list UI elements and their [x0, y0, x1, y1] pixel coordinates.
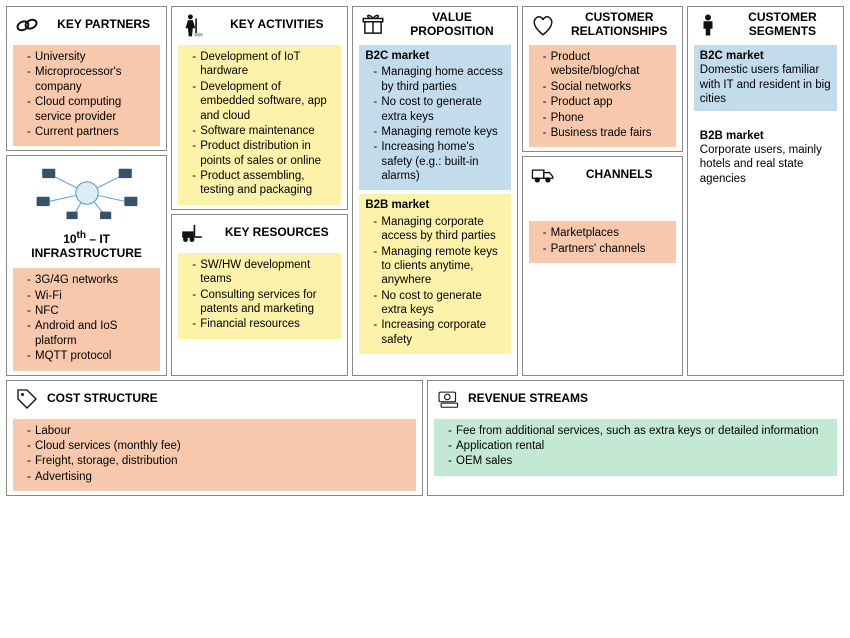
list-item: NFC — [27, 304, 154, 318]
business-model-canvas: KEY PARTNERS UniversityMicroprocessor's … — [6, 6, 844, 496]
network-icon — [13, 158, 160, 228]
list-item: Marketplaces — [543, 226, 670, 240]
list-item: Business trade fairs — [543, 126, 670, 140]
list-item: Managing corporate access by third parti… — [373, 215, 504, 244]
value-proposition-block: VALUE PROPOSITION B2C market Managing ho… — [352, 6, 517, 376]
list-item: Managing home access by third parties — [373, 65, 504, 94]
cs-b2c-label: B2C market — [700, 49, 831, 63]
list-item: Managing remote keys — [373, 125, 504, 139]
list-item: Phone — [543, 111, 670, 125]
list-item: 3G/4G networks — [27, 273, 154, 287]
list-item: Application rental — [448, 439, 831, 453]
list-item: Product app — [543, 95, 670, 109]
cs-b2b: B2B market Corporate users, mainly hotel… — [694, 125, 837, 191]
list-item: Labour — [27, 424, 410, 438]
channels-list: Marketplaces Partners' channels — [529, 221, 676, 263]
list-item: Freight, storage, distribution — [27, 454, 410, 468]
channels-title: CHANNELS — [563, 168, 676, 182]
list-item: Product assembling, testing and packagin… — [192, 169, 335, 198]
vp-b2b: B2B market Managing corporate access by … — [359, 194, 510, 354]
revenue-streams-block: REVENUE STREAMS Fee from additional serv… — [427, 380, 844, 497]
customer-segments-block: CUSTOMER SEGMENTS B2C market Domestic us… — [687, 6, 844, 376]
customer-relationships-block: CUSTOMER RELATIONSHIPS Product website/b… — [522, 6, 683, 152]
forklift-icon — [178, 219, 206, 247]
key-resources-title: KEY RESOURCES — [212, 226, 341, 240]
value-proposition-title: VALUE PROPOSITION — [393, 11, 510, 39]
canvas-bottom-row: COST STRUCTURE LabourCloud services (mon… — [6, 380, 844, 497]
list-item: Software maintenance — [192, 124, 335, 138]
price-tag-icon — [13, 385, 41, 413]
key-activities-title: KEY ACTIVITIES — [212, 18, 341, 32]
key-partners-block: KEY PARTNERS UniversityMicroprocessor's … — [6, 6, 167, 151]
key-partners-title: KEY PARTNERS — [47, 18, 160, 32]
list-item: Android and IoS platform — [27, 319, 154, 348]
list-item: Product website/blog/chat — [543, 50, 670, 79]
key-activities-block: KEY ACTIVITIES Development of IoT hardwa… — [171, 6, 348, 210]
cash-icon — [434, 385, 462, 413]
list-item: No cost to generate extra keys — [373, 289, 504, 318]
gift-icon — [359, 11, 387, 39]
list-item: Cloud computing service provider — [27, 95, 154, 124]
vp-b2b-label: B2B market — [365, 198, 504, 212]
list-item: Increasing corporate safety — [373, 318, 504, 347]
person-icon — [694, 11, 722, 39]
list-item: Development of IoT hardware — [192, 50, 335, 79]
list-item: Social networks — [543, 80, 670, 94]
list-item: Financial resources — [192, 317, 335, 331]
column-a: KEY PARTNERS UniversityMicroprocessor's … — [6, 6, 167, 376]
it-infrastructure-title: 10th – ITINFRASTRUCTURE — [7, 230, 166, 264]
worker-icon — [178, 11, 206, 39]
list-item: Product distribution in points of sales … — [192, 139, 335, 168]
list-item: Advertising — [27, 470, 410, 484]
customer-segments-title: CUSTOMER SEGMENTS — [728, 11, 837, 39]
canvas-top-row: KEY PARTNERS UniversityMicroprocessor's … — [6, 6, 844, 376]
column-d: CUSTOMER RELATIONSHIPS Product website/b… — [522, 6, 683, 376]
revenue-streams-title: REVENUE STREAMS — [468, 392, 588, 406]
list-item: Increasing home's safety (e.g.: built-in… — [373, 140, 504, 183]
it-infrastructure-block: 10th – ITINFRASTRUCTURE 3G/4G networks Wi… — [6, 155, 167, 375]
column-c: VALUE PROPOSITION B2C market Managing ho… — [352, 6, 517, 376]
list-item: Current partners — [27, 125, 154, 139]
list-item: Partners' channels — [543, 242, 670, 256]
list-item: Fee from additional services, such as ex… — [448, 424, 831, 438]
customer-relationships-title: CUSTOMER RELATIONSHIPS — [563, 11, 676, 39]
list-item: Development of embedded software, app an… — [192, 80, 335, 123]
key-resources-list: SW/HW development teamsConsulting servic… — [178, 253, 341, 339]
list-item: Microprocessor's company — [27, 65, 154, 94]
list-item: Consulting services for patents and mark… — [192, 288, 335, 317]
list-item: No cost to generate extra keys — [373, 95, 504, 124]
cs-b2c-text: Domestic users familiar with IT and resi… — [700, 63, 831, 106]
customer-relationships-list: Product website/blog/chatSocial networks… — [529, 45, 676, 147]
cs-b2b-text: Corporate users, mainly hotels and real … — [700, 143, 831, 186]
cs-b2c: B2C market Domestic users familiar with … — [694, 45, 837, 111]
column-b: KEY ACTIVITIES Development of IoT hardwa… — [171, 6, 348, 376]
cost-structure-list: LabourCloud services (monthly fee)Freigh… — [13, 419, 416, 492]
key-partners-list: UniversityMicroprocessor's companyCloud … — [13, 45, 160, 146]
list-item: University — [27, 50, 154, 64]
list-item: Managing remote keys to clients anytime,… — [373, 245, 504, 288]
list-item: Wi-Fi — [27, 289, 154, 303]
list-item: MQTT protocol — [27, 349, 154, 363]
it-infrastructure-list: 3G/4G networks Wi-FiNFCAndroid and IoS pl… — [13, 268, 160, 370]
truck-icon — [529, 161, 557, 189]
heart-icon — [529, 11, 557, 39]
cost-structure-block: COST STRUCTURE LabourCloud services (mon… — [6, 380, 423, 497]
channels-block: CHANNELS Marketplaces Partners' channels — [522, 156, 683, 375]
cs-b2b-label: B2B market — [700, 129, 831, 143]
revenue-streams-list: Fee from additional services, such as ex… — [434, 419, 837, 476]
list-item: SW/HW development teams — [192, 258, 335, 287]
key-activities-list: Development of IoT hardwareDevelopment o… — [178, 45, 341, 205]
link-icon — [13, 11, 41, 39]
cost-structure-title: COST STRUCTURE — [47, 392, 158, 406]
key-resources-block: KEY RESOURCES SW/HW development teamsCon… — [171, 214, 348, 376]
column-e: CUSTOMER SEGMENTS B2C market Domestic us… — [687, 6, 844, 376]
list-item: OEM sales — [448, 454, 831, 468]
list-item: Cloud services (monthly fee) — [27, 439, 410, 453]
vp-b2c-label: B2C market — [365, 49, 504, 63]
vp-b2c: B2C market Managing home access by third… — [359, 45, 510, 190]
